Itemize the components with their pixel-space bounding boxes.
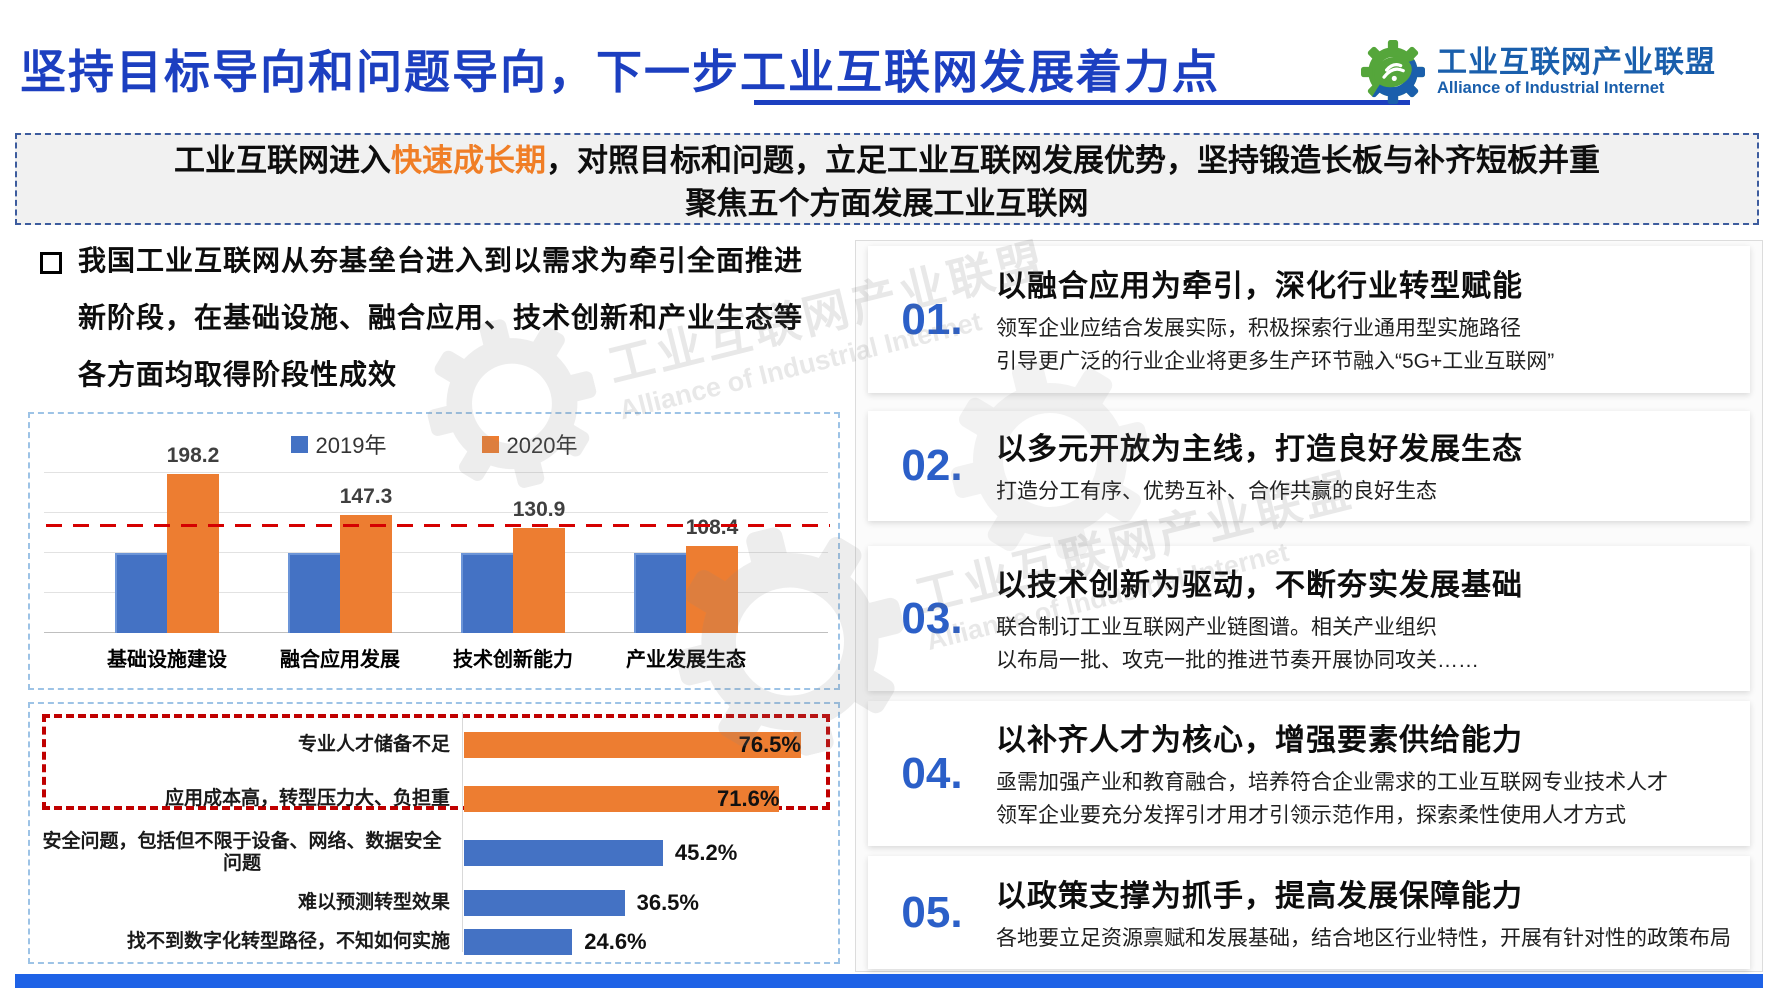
- focus-desc-line: 各地要立足资源禀赋和发展基础，结合地区行业特性，开展有针对性的政策布局: [996, 926, 1731, 950]
- bullet-line: 我国工业互联网从夯基垒台进入到以需求为牵引全面推进: [78, 245, 804, 276]
- legend-swatch: [290, 435, 308, 453]
- logo-name-en: Alliance of Industrial Internet: [1437, 79, 1665, 98]
- bar-2020年: [167, 474, 219, 633]
- focus-heading: 以融合应用为牵引，深化行业转型赋能: [996, 270, 1523, 303]
- hbar-category-label: 找不到数字化转型路径，不知如何实施: [126, 931, 450, 952]
- bar-value-label: 147.3: [339, 485, 393, 509]
- hbar-value-label: 71.6%: [717, 786, 780, 811]
- category-label: 产业发展生态: [626, 649, 746, 671]
- bar-group: [265, 515, 415, 633]
- focus-number: 05.: [901, 887, 963, 937]
- gridline: [44, 512, 828, 513]
- focus-heading: 以补齐人才为核心，增强要素供给能力: [996, 724, 1523, 757]
- hbar-category-label: 应用成本高，转型压力大、负担重: [164, 788, 450, 809]
- bullet-line: 各方面均取得阶段性成效: [78, 359, 398, 390]
- alliance-logo: 工业互联网产业联盟 Alliance of Industrial Interne…: [1361, 40, 1716, 104]
- bar-2019年: [115, 553, 167, 633]
- gridline: [44, 592, 828, 593]
- bar-group: [438, 528, 588, 633]
- bar-value-label: 198.2: [166, 444, 220, 468]
- hbar-category-label: 专业人才储备不足: [297, 734, 450, 755]
- gridline: [44, 472, 828, 473]
- focus-number: 03.: [901, 593, 963, 643]
- bar-2019年: [461, 553, 513, 633]
- focus-card: 05. 以政策支撑为抓手，提高发展保障能力 各地要立足资源禀赋和发展基础，结合地…: [868, 856, 1750, 969]
- bar-value-label: 108.4: [685, 516, 739, 540]
- horizontal-bar-chart: 专业人才储备不足 76.5% 应用成本高，转型压力大、负担重 71.6% 安全问题，包括…: [28, 702, 840, 964]
- banner-line1-prefix: 工业互联网进入: [174, 143, 391, 178]
- gridline: [44, 552, 828, 553]
- square-bullet-icon: [40, 252, 62, 274]
- focus-heading: 以政策支撑为抓手，提高发展保障能力: [996, 879, 1523, 913]
- bottom-accent-strip: [15, 974, 1763, 988]
- hbar: [464, 890, 625, 916]
- hbar-value-label: 36.5%: [636, 890, 699, 915]
- hbar-value-label: 45.2%: [674, 840, 738, 865]
- hbar: [464, 840, 663, 866]
- bar-group: [611, 546, 761, 633]
- bar-2020年: [686, 546, 738, 633]
- focus-desc-line: 亟需加强产业和教育融合，培养符合企业需求的工业互联网专业技术人才: [996, 771, 1668, 794]
- logo-name-zh: 工业互联网产业联盟: [1437, 46, 1716, 80]
- banner-line1-suffix: ，对照目标和问题，立足工业互联网发展优势，坚持锻造长板与补齐短板并重: [546, 143, 1600, 178]
- category-label: 基础设施建设: [107, 649, 227, 671]
- bar-2019年: [288, 553, 340, 633]
- chart-axis-line: [462, 712, 463, 952]
- grouped-bar-plot: 198.2 基础设施建设 147.3 融合应用发展 130.9 技术创新能力 108.4 产业…: [30, 414, 838, 688]
- gridline: [44, 632, 828, 633]
- focus-description: 各地要立足资源禀赋和发展基础，结合地区行业特性，开展有针对性的政策布局: [996, 922, 1738, 955]
- horizontal-bar-plot: 专业人才储备不足 76.5% 应用成本高，转型压力大、负担重 71.6% 安全问题，包括…: [30, 704, 838, 962]
- focus-points-panel: 01. 以融合应用为牵引，深化行业转型赋能 领军企业应结合发展实际，积极探索行业…: [855, 240, 1763, 972]
- reference-dashed-line: [46, 523, 830, 527]
- summary-banner: 工业互联网进入快速成长期，对照目标和问题，立足工业互联网发展优势，坚持锻造长板与…: [15, 133, 1759, 225]
- focus-desc-line: 联合制订工业互联网产业链图谱。相关产业组织: [996, 616, 1437, 639]
- focus-desc-line: 领军企业应结合发展实际，积极探索行业通用型实施路径: [996, 317, 1521, 340]
- hbar-value-label: 24.6%: [584, 929, 647, 954]
- focus-desc-line: 领军企业要充分发挥引才用才引领示范作用，探索柔性使用人才方式: [996, 804, 1626, 827]
- category-label: 技术创新能力: [453, 649, 573, 671]
- banner-line2: 聚焦五个方面发展工业互联网: [685, 186, 1089, 221]
- bar-group: [92, 474, 242, 633]
- legend-item: 2019年: [290, 428, 387, 460]
- focus-heading: 以多元开放为主线，打造良好发展生态: [996, 433, 1523, 466]
- page-title: 坚持目标导向和问题导向，下一步工业互联网发展着力点: [20, 46, 1220, 98]
- bar-2019年: [634, 553, 686, 633]
- hbar-category-label: 难以预测转型效果: [297, 892, 450, 913]
- focus-desc-line: 引导更广泛的行业企业将更多生产环节融入“5G+工业互联网”: [996, 350, 1555, 373]
- focus-card: 03. 以技术创新为驱动，不断夯实发展基础 联合制订工业互联网产业链图谱。相关产…: [868, 546, 1750, 691]
- bar-value-label: 130.9: [512, 498, 566, 522]
- focus-card: 01. 以融合应用为牵引，深化行业转型赋能 领军企业应结合发展实际，积极探索行业…: [868, 246, 1750, 393]
- focus-desc-line: 以布局一批、攻克一批的推进节奏开展协同攻关……: [996, 649, 1479, 672]
- title-underline: [754, 100, 1410, 105]
- gear-wifi-logo-icon: [1361, 40, 1425, 104]
- bar-2020年: [513, 528, 565, 633]
- focus-number: 02.: [901, 441, 963, 490]
- bullet-paragraph: 我国工业互联网从夯基垒台进入到以需求为牵引全面推进 新阶段，在基础设施、融合应用…: [78, 232, 878, 403]
- hbar-value-label: 76.5%: [738, 732, 801, 757]
- focus-number: 01.: [901, 294, 963, 344]
- grouped-bar-chart: 2019年 2020年 198.2 基础设施建设 147.3 融合应用发展 130.9 技术…: [28, 412, 840, 690]
- legend-label: 2019年: [315, 433, 387, 458]
- focus-description: 亟需加强产业和教育融合，培养符合企业需求的工业互联网专业技术人才 领军企业要充分发…: [996, 766, 1738, 832]
- hbar: [464, 786, 780, 812]
- focus-card: 02. 以多元开放为主线，打造良好发展生态 打造分工有序、优势互补、合作共赢的良…: [868, 411, 1750, 521]
- hbar: [464, 929, 573, 955]
- banner-highlight: 快速成长期: [391, 143, 546, 178]
- focus-desc-line: 打造分工有序、优势互补、合作共赢的良好生态: [996, 480, 1437, 503]
- hbar-category-label: 安全问题，包括但不限于设备、网络、数据安全问题: [42, 831, 442, 874]
- focus-card: 04. 以补齐人才为核心，增强要素供给能力 亟需加强产业和教育融合，培养符合企业…: [868, 701, 1750, 846]
- category-label: 融合应用发展: [280, 649, 400, 671]
- focus-number: 04.: [901, 748, 963, 798]
- focus-description: 打造分工有序、优势互补、合作共赢的良好生态: [996, 475, 1738, 508]
- bullet-line: 新阶段，在基础设施、融合应用、技术创新和产业生态等: [78, 302, 804, 333]
- focus-description: 领军企业应结合发展实际，积极探索行业通用型实施路径引导更广泛的行业企业将更多生产…: [996, 312, 1738, 378]
- focus-heading: 以技术创新为驱动，不断夯实发展基础: [996, 569, 1523, 602]
- focus-description: 联合制订工业互联网产业链图谱。相关产业组织以布局一批、攻克一批的推进节奏开展协同…: [996, 611, 1738, 677]
- bar-2020年: [340, 515, 392, 633]
